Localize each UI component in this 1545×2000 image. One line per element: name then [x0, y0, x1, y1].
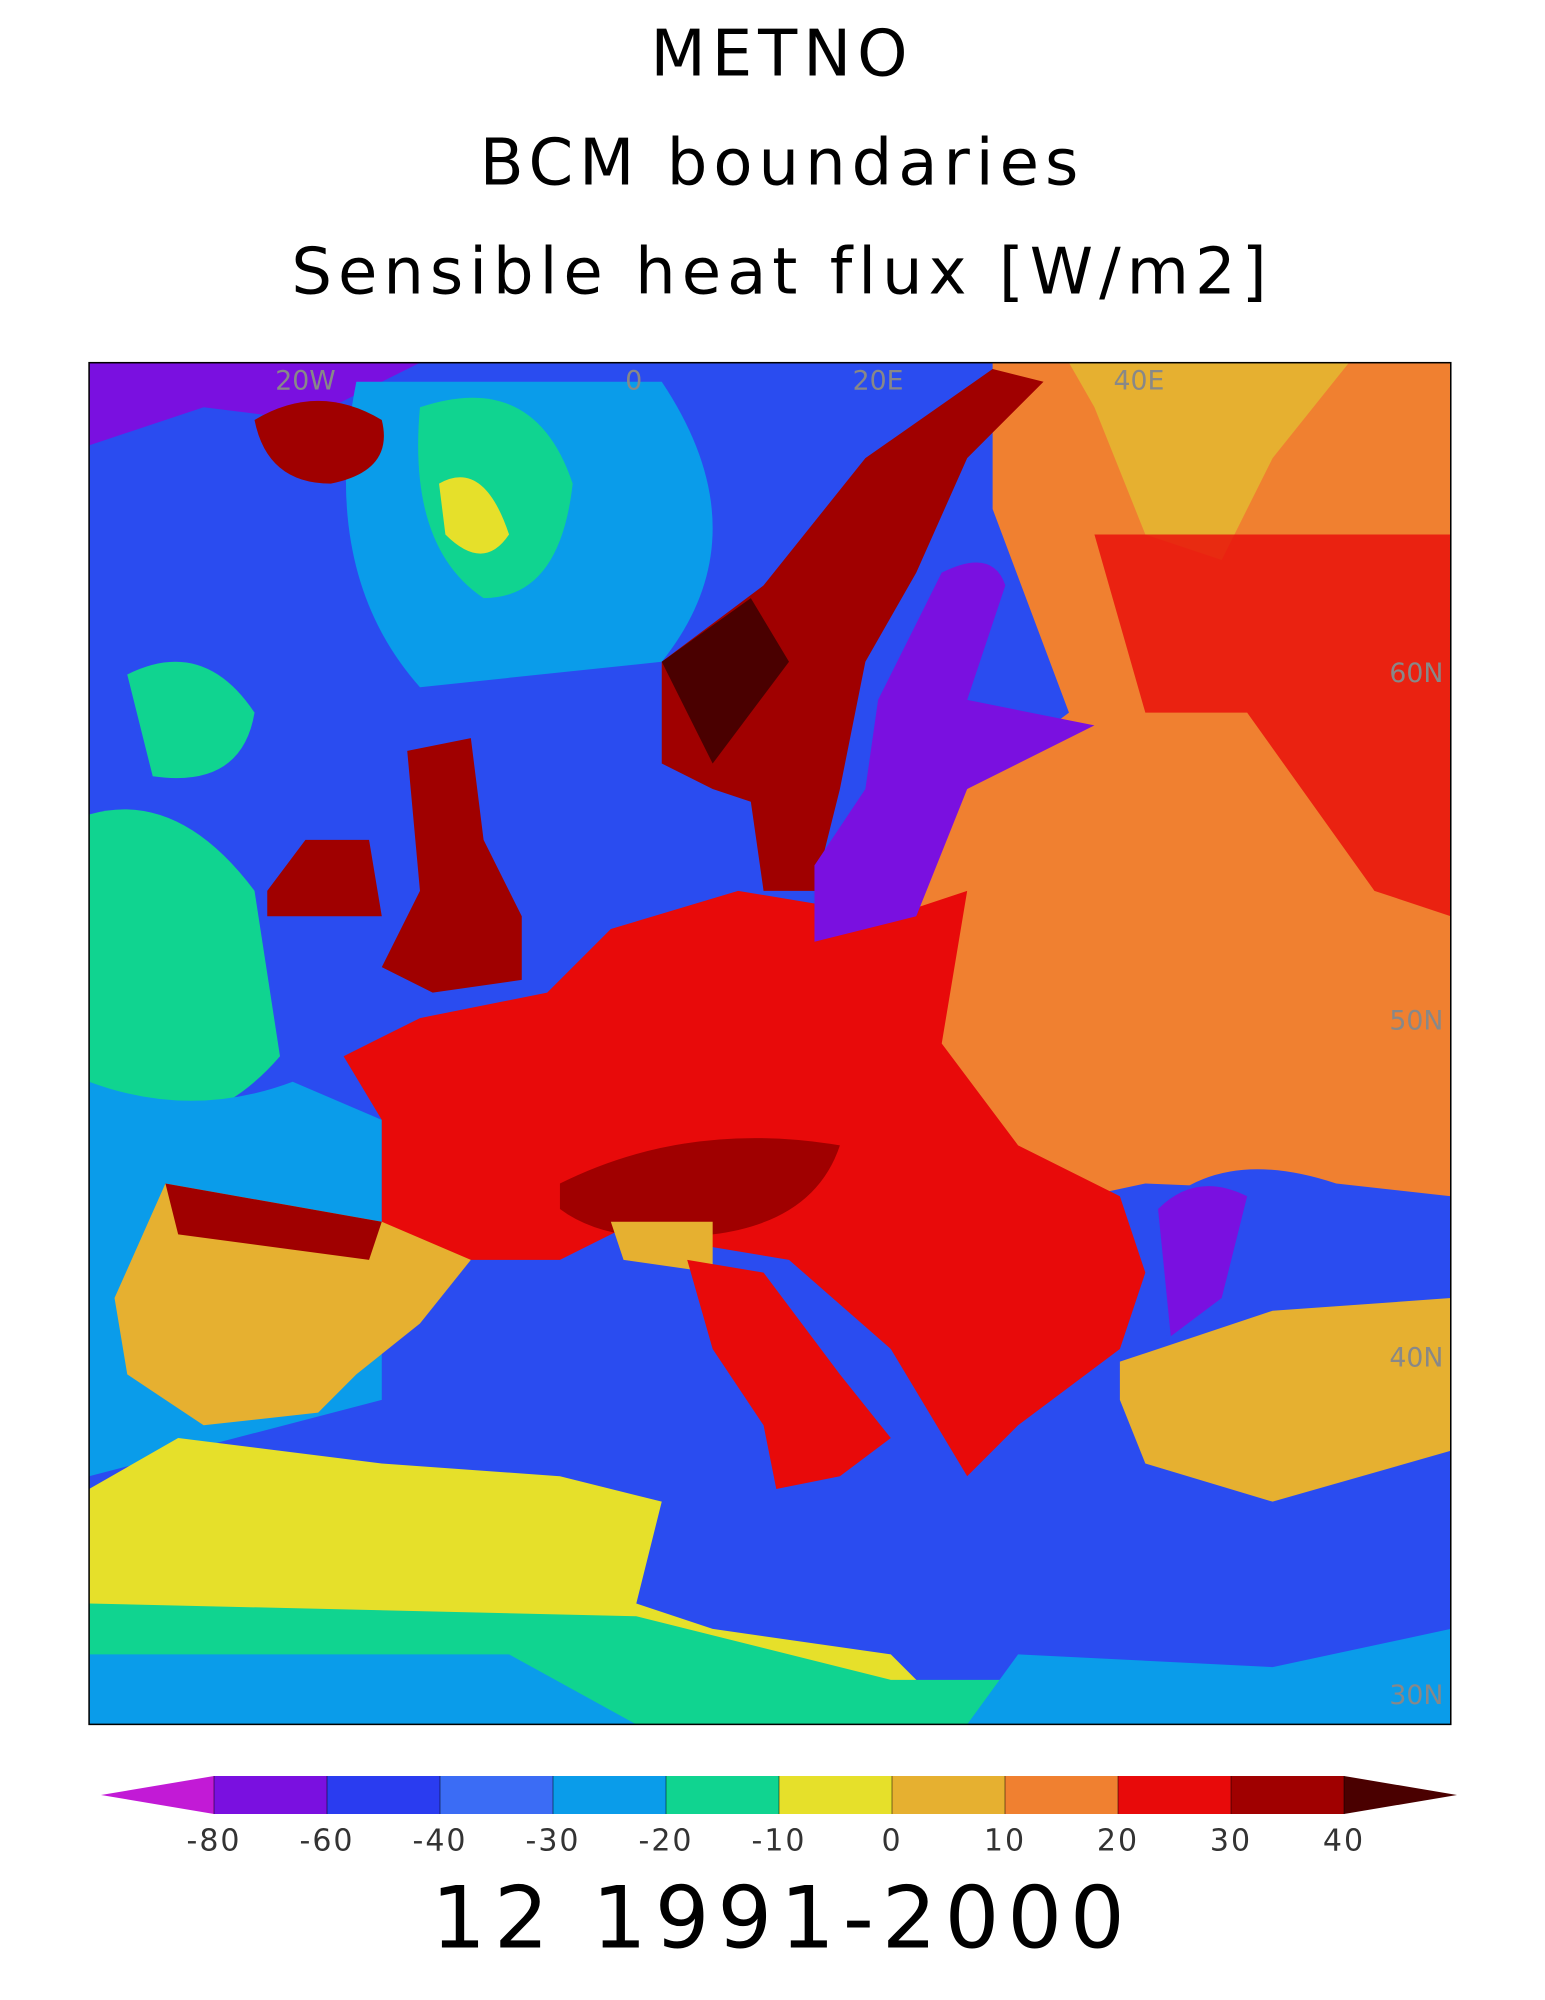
- land: [661, 598, 790, 764]
- field: [89, 809, 280, 1126]
- land: [661, 369, 1044, 891]
- land: [267, 839, 382, 917]
- colorbar-tick-label: 20: [1097, 1824, 1139, 1859]
- colorbar-tick-label: 40: [1323, 1824, 1365, 1859]
- colorbar-bin: [666, 1776, 779, 1814]
- field: [89, 362, 420, 446]
- colorbar-tick-label: 30: [1210, 1824, 1252, 1859]
- footer: 12 1991-2000: [431, 1868, 1133, 1968]
- colorbar-extend: [101, 1776, 214, 1814]
- lat-label: 40N: [1389, 1343, 1443, 1374]
- colorbar-bin: [1005, 1776, 1118, 1814]
- colorbar-tick-label: -60: [300, 1824, 355, 1859]
- title-line: METNO: [651, 18, 914, 92]
- lat-label: 30N: [1389, 1680, 1443, 1711]
- colorbar-extend: [1344, 1776, 1457, 1814]
- colorbar-tick-label: -30: [526, 1824, 581, 1859]
- land: [1094, 534, 1451, 917]
- title-line: Sensible heat flux [W/m2]: [291, 236, 1272, 310]
- colorbar-bin: [1231, 1776, 1344, 1814]
- land: [559, 1138, 840, 1238]
- colorbar-tick-label: -20: [639, 1824, 694, 1859]
- colorbar-bin: [1118, 1776, 1231, 1814]
- colorbar: -80 -60 -40 -30 -20 -10 0 10 20 30 40: [101, 1776, 1457, 1859]
- colorbar-bin: [327, 1776, 440, 1814]
- colorbar-bin: [214, 1776, 327, 1814]
- land: [610, 1221, 713, 1273]
- lat-label: 60N: [1389, 658, 1443, 689]
- sea: [1158, 1186, 1248, 1337]
- lon-label: 20W: [275, 365, 335, 396]
- land: [165, 1183, 382, 1260]
- lat-label: 50N: [1389, 1005, 1443, 1036]
- lon-label: 40E: [1114, 365, 1165, 396]
- colorbar-bin: [892, 1776, 1005, 1814]
- lon-label: 0: [625, 365, 642, 396]
- colorbar-bin: [779, 1776, 892, 1814]
- land: [89, 1654, 637, 1725]
- colorbar-tick-label: -80: [187, 1824, 242, 1859]
- land: [687, 1259, 891, 1489]
- land: [967, 1628, 1451, 1725]
- land: [381, 738, 522, 993]
- colorbar-bin: [440, 1776, 553, 1814]
- field: [418, 397, 573, 599]
- land: [114, 1183, 471, 1426]
- land: [254, 400, 384, 484]
- sea: [814, 562, 1095, 942]
- colorbar-tick-label: -40: [413, 1824, 468, 1859]
- field: [439, 477, 510, 554]
- colorbar-tick-label: 10: [984, 1824, 1026, 1859]
- land: [1119, 1298, 1451, 1502]
- land: [1068, 362, 1349, 560]
- title-line: BCM boundaries: [480, 127, 1085, 201]
- colorbar-bin: [553, 1776, 666, 1814]
- colorbar-tick-label: -10: [752, 1824, 807, 1859]
- colorbar-tick-label: 0: [881, 1824, 902, 1859]
- lon-label: 20E: [853, 365, 904, 396]
- map: 20W 0 20E 40E 60N 50N 40N 30N: [88, 361, 1452, 1726]
- map-frame: [88, 361, 1452, 1726]
- field: [127, 661, 255, 779]
